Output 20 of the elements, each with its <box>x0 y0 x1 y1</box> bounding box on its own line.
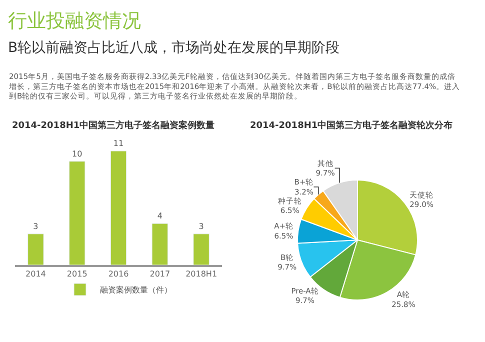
data-label: 10 <box>72 149 82 158</box>
text: B轮以前融资占比近八成，市场尚处在发展的早期阶段 <box>8 40 340 56</box>
x-tick-label: 2014 <box>26 269 46 278</box>
x-tick-label: 2018H1 <box>186 269 218 278</box>
chart-title: 2014-2018H1中国第三方电子签名融资轮次分布 <box>250 120 453 131</box>
bar <box>68 161 86 265</box>
x-tick-label: 2015 <box>66 269 88 278</box>
bar <box>28 234 44 265</box>
x-tick-label: 2016 <box>108 269 129 278</box>
legend-label: 融资案例数量（件） <box>100 286 172 295</box>
data-label: 11 <box>113 139 124 148</box>
data-label: 3 <box>198 222 204 231</box>
bar <box>110 150 127 265</box>
chart-title: 2014-2018H1中国第三方电子签名融资案例数量 <box>12 120 215 131</box>
x-tick-label: 2017 <box>150 269 170 278</box>
text: 行业投融资情况 <box>8 10 141 32</box>
data-label: 4 <box>157 212 162 221</box>
bar <box>193 234 210 265</box>
bar <box>152 223 168 265</box>
data-label: 3 <box>33 222 38 231</box>
